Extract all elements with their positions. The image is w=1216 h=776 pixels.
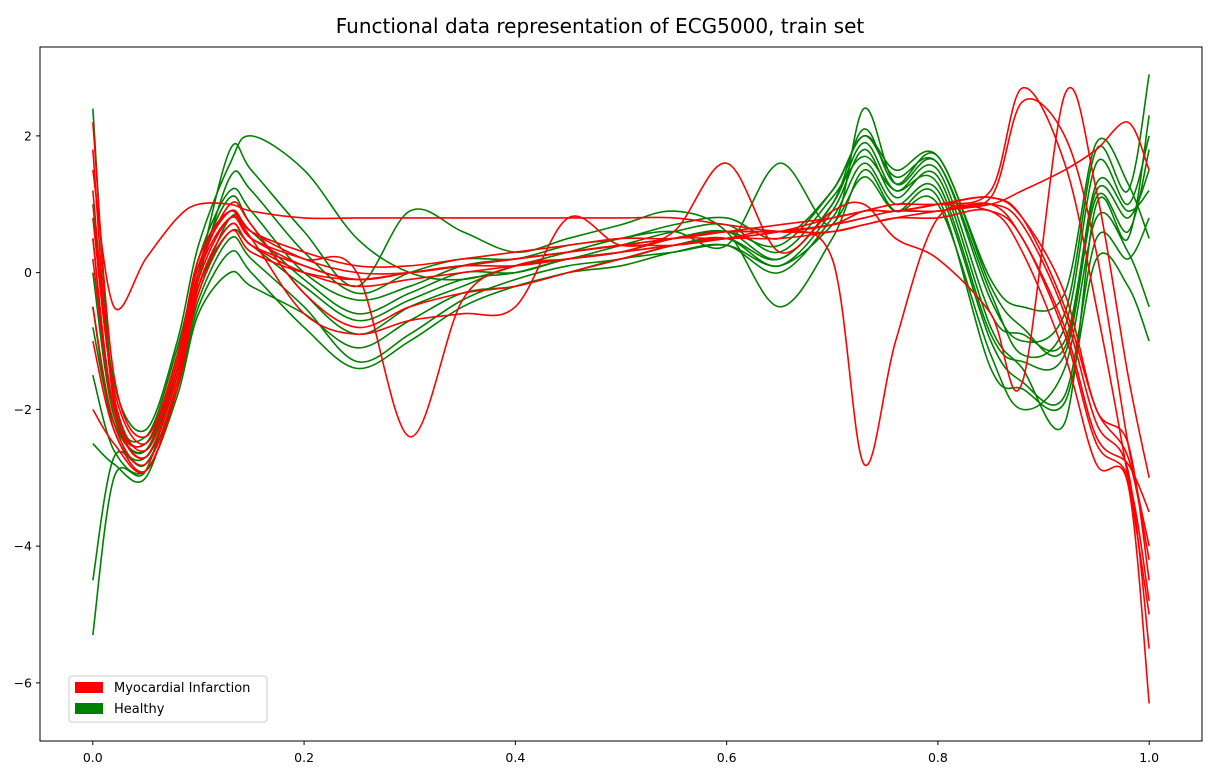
x-tick-label: 0.8 [928, 750, 948, 765]
x-tick-label: 0.6 [717, 750, 737, 765]
y-tick-label: 0 [24, 265, 32, 280]
legend-label-myocardial-infarction: Myocardial Infarction [114, 681, 250, 696]
legend-swatch-healthy [75, 703, 103, 714]
series-line-infarction-14 [92, 98, 1150, 547]
y-tick-label: −4 [14, 539, 32, 554]
series-line-infarction-19 [92, 86, 1150, 478]
x-tick-label: 0.2 [294, 750, 314, 765]
legend-label-healthy: Healthy [114, 702, 165, 717]
legend-box [68, 675, 268, 723]
series-line-infarction-16 [92, 121, 1150, 311]
chart-title: Functional data representation of ECG500… [336, 14, 865, 38]
y-tick-label: −6 [14, 675, 32, 690]
series-line-infarction-18 [92, 204, 1150, 601]
legend: Myocardial Infarction Healthy [68, 675, 268, 723]
x-tick-label: 0.0 [83, 750, 103, 765]
x-axis: 0.0 0.2 0.4 0.6 0.8 1.0 [83, 741, 1159, 765]
legend-swatch-myocardial-infarction [75, 682, 103, 693]
series-line-infarction-13 [92, 87, 1150, 615]
y-axis: −6 −4 −2 0 2 [14, 128, 40, 690]
axes-frame [39, 46, 1203, 742]
series-layer [92, 74, 1150, 704]
y-tick-label: 2 [24, 128, 32, 143]
y-tick-label: −2 [14, 402, 32, 417]
x-tick-label: 0.4 [505, 750, 525, 765]
series-line-infarction-17 [92, 196, 1150, 560]
x-tick-label: 1.0 [1139, 750, 1159, 765]
